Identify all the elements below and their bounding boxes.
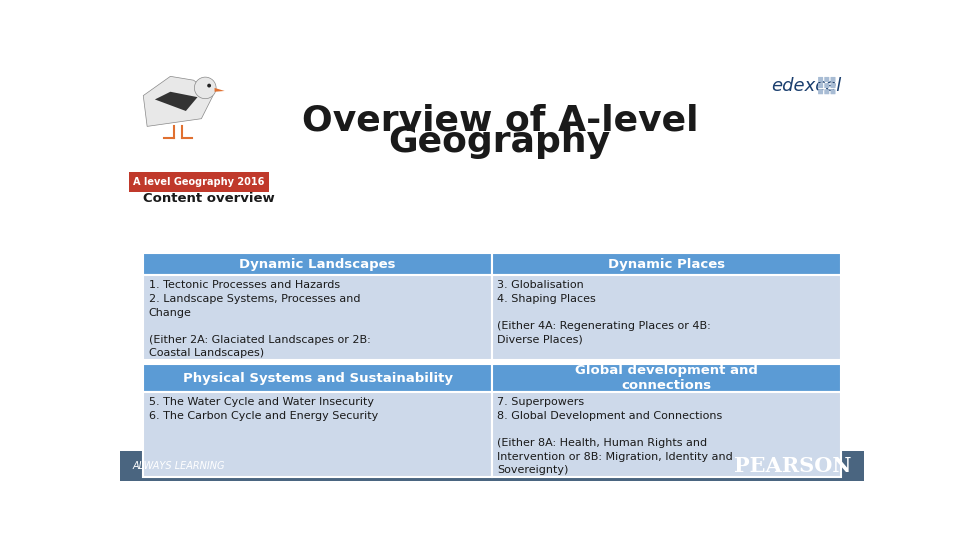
Circle shape	[194, 77, 216, 99]
Text: Geography: Geography	[389, 125, 611, 159]
Text: Global development and
connections: Global development and connections	[575, 364, 757, 392]
Bar	[492, 392, 841, 477]
Text: Content overview: Content overview	[143, 192, 275, 205]
FancyBboxPatch shape	[818, 77, 823, 82]
Polygon shape	[214, 88, 225, 92]
FancyBboxPatch shape	[825, 89, 829, 94]
Text: ALWAYS LEARNING: ALWAYS LEARNING	[132, 461, 225, 471]
Text: A level Geography 2016: A level Geography 2016	[133, 177, 265, 187]
Circle shape	[207, 84, 211, 87]
FancyBboxPatch shape	[830, 89, 835, 94]
FancyBboxPatch shape	[818, 83, 823, 88]
Text: 5. The Water Cycle and Water Insecurity
6. The Carbon Cycle and Energy Security: 5. The Water Cycle and Water Insecurity …	[149, 397, 378, 421]
Text: PEARSON: PEARSON	[734, 456, 852, 476]
FancyBboxPatch shape	[818, 89, 823, 94]
Text: 1. Tectonic Processes and Hazards
2. Landscape Systems, Processes and
Change

(E: 1. Tectonic Processes and Hazards 2. Lan…	[149, 280, 371, 359]
Text: 7. Superpowers
8. Global Development and Connections

(Either 8A: Health, Human : 7. Superpowers 8. Global Development and…	[497, 397, 733, 475]
Bar	[492, 253, 841, 275]
FancyBboxPatch shape	[830, 83, 835, 88]
FancyBboxPatch shape	[825, 83, 829, 88]
Text: 3. Globalisation
4. Shaping Places

(Either 4A: Regenerating Places or 4B:
Diver: 3. Globalisation 4. Shaping Places (Eith…	[497, 280, 711, 345]
Text: Dynamic Places: Dynamic Places	[608, 258, 725, 271]
Text: Overview of A-level: Overview of A-level	[301, 103, 698, 137]
Text: edexcel: edexcel	[771, 77, 841, 94]
Text: Physical Systems and Sustainability: Physical Systems and Sustainability	[182, 372, 452, 384]
FancyBboxPatch shape	[830, 77, 835, 82]
Text: Dynamic Landscapes: Dynamic Landscapes	[239, 258, 396, 271]
Bar	[143, 392, 492, 477]
Bar	[143, 275, 492, 360]
FancyBboxPatch shape	[825, 77, 829, 82]
Bar	[143, 364, 492, 392]
Bar	[130, 172, 269, 192]
Bar	[120, 451, 864, 481]
Bar	[492, 364, 841, 392]
Polygon shape	[155, 92, 198, 111]
Polygon shape	[143, 76, 213, 126]
Bar	[492, 275, 841, 360]
Bar	[143, 253, 492, 275]
